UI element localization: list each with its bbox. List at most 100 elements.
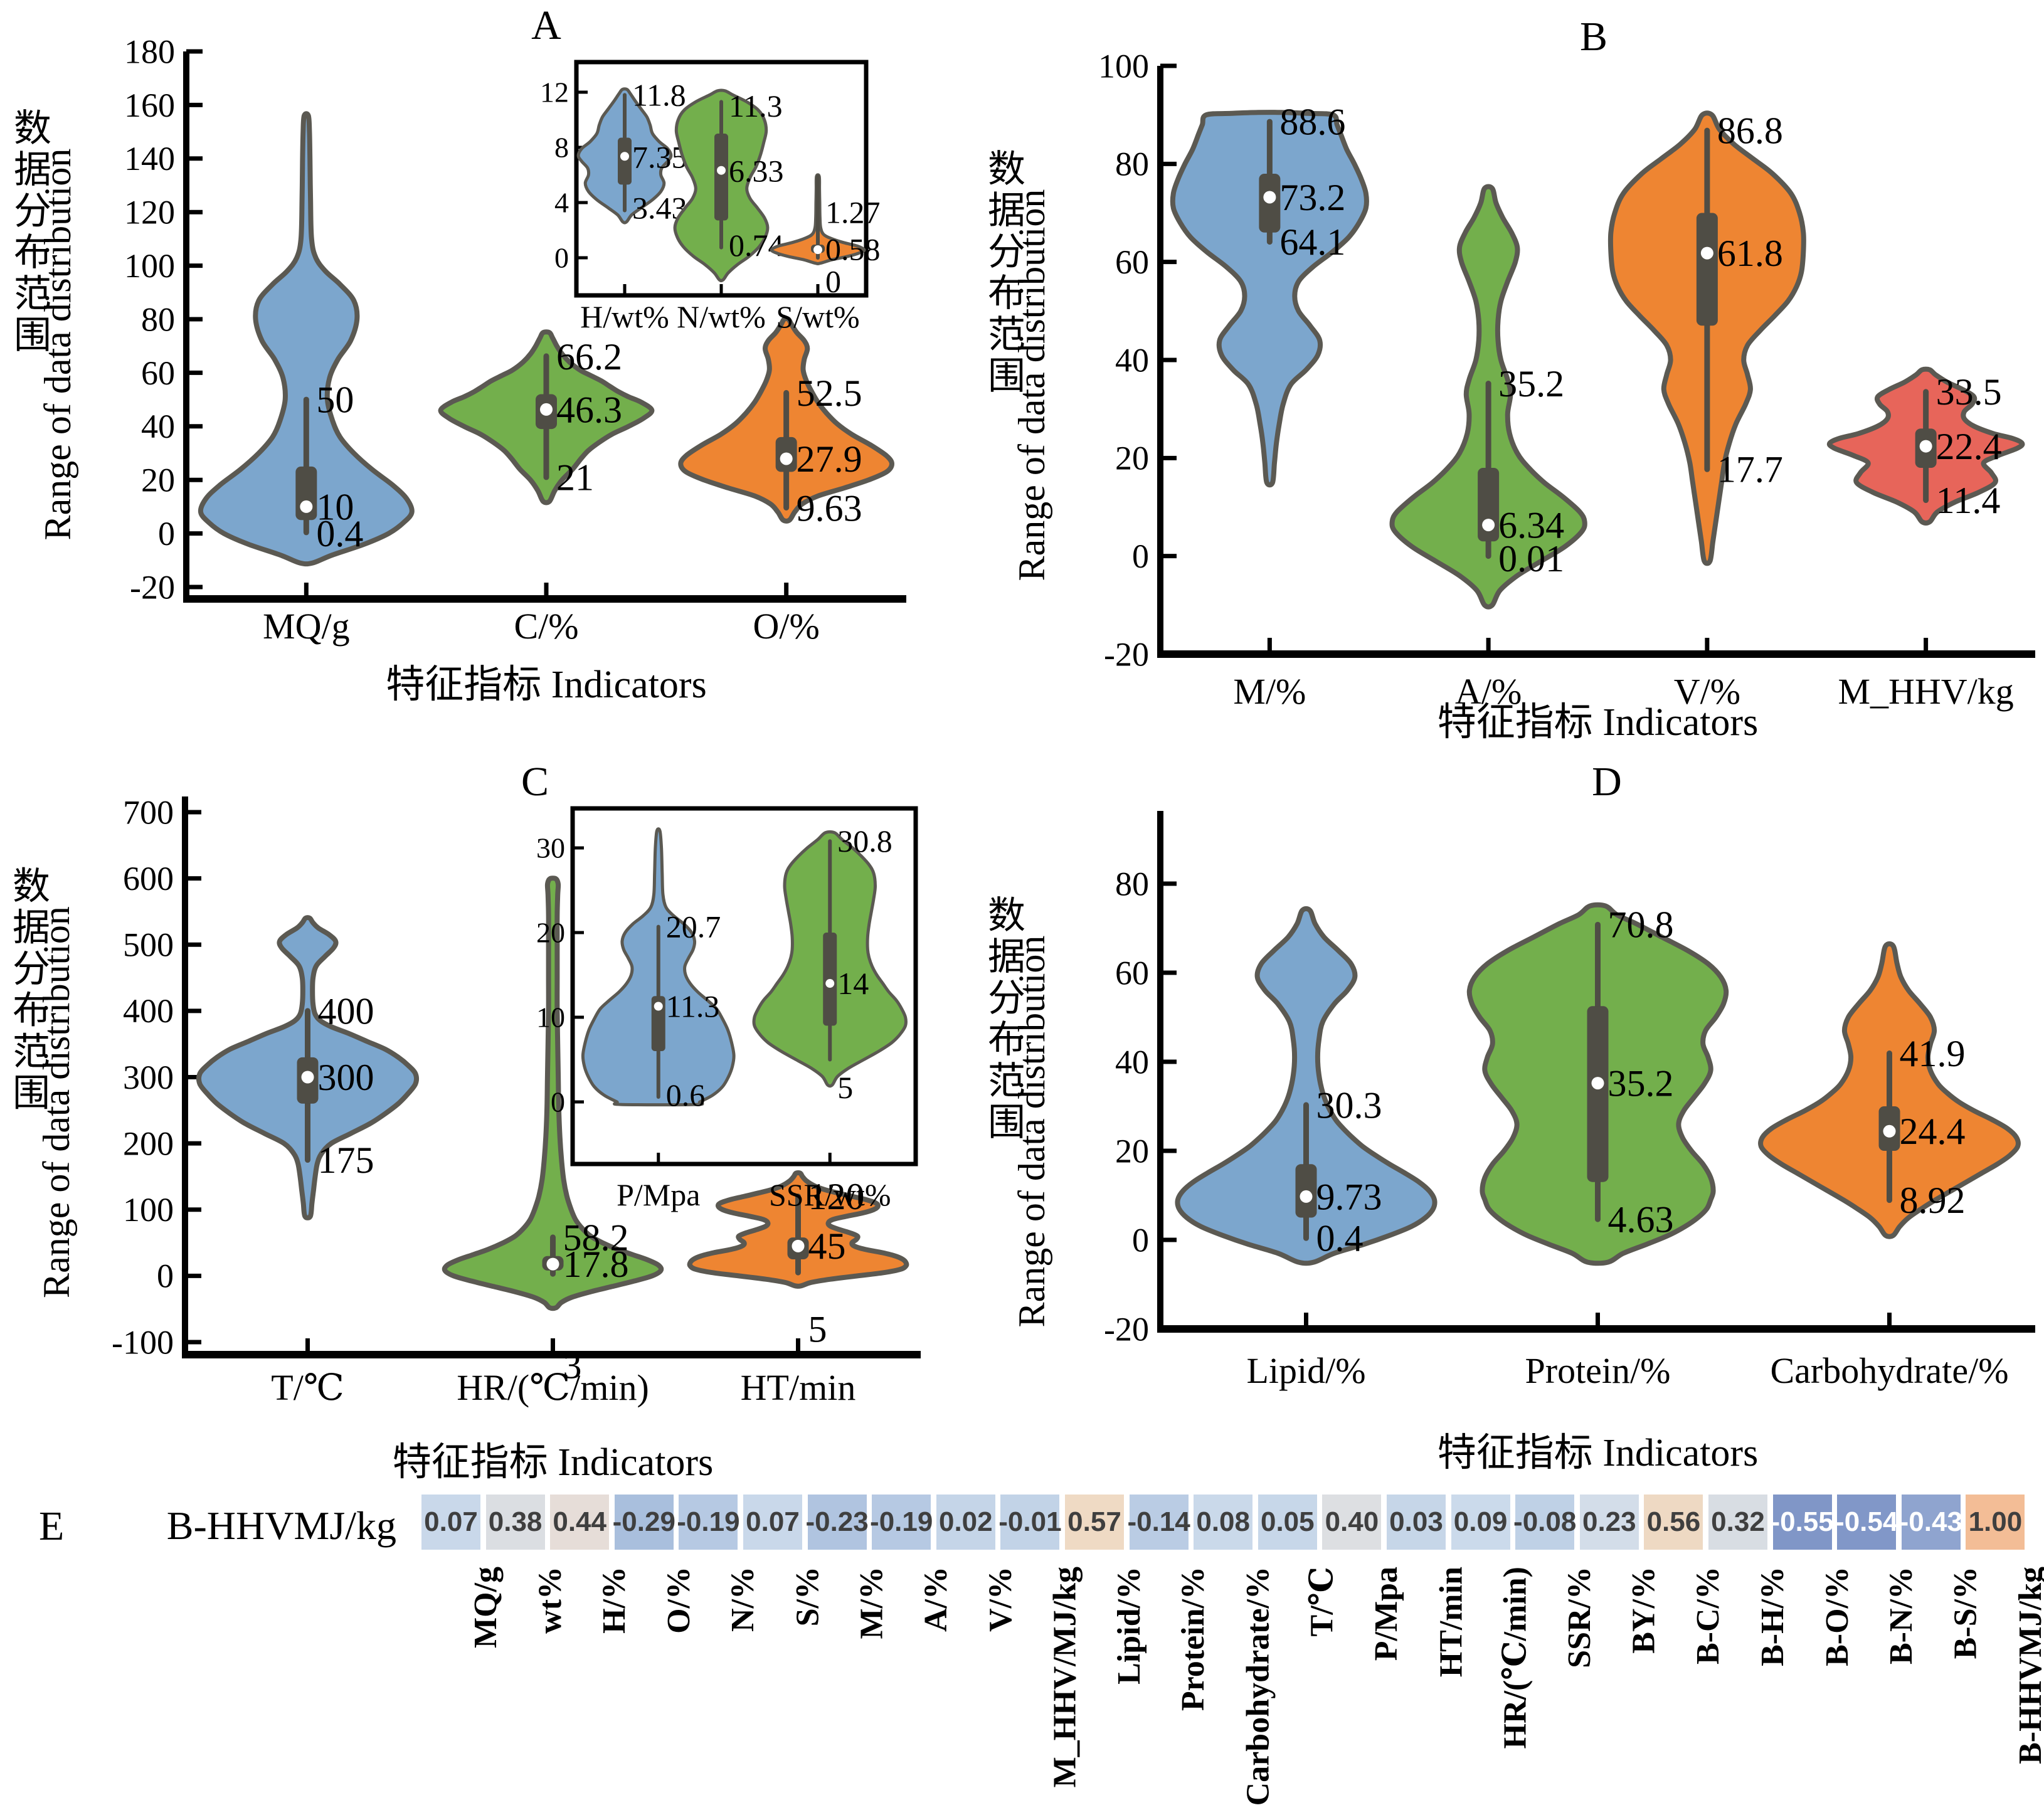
median-dot-V/% [1700,246,1713,260]
heatmap-cell-B-C/%: 0.56 [1644,1495,1703,1550]
x-axis-title: 特征指标 Indicators [386,664,706,706]
heatmap-column-label-M_HHV/MJ/kg: M_HHV/MJ/kg [1047,1567,1083,1788]
y-tick-label: 160 [124,87,175,124]
heatmap-column-label-B-S/%: B-S/% [1947,1567,1984,1659]
annotation-HR/(℃/min): 58.2 [563,1217,629,1259]
heatmap-cell-BY/%: 0.23 [1579,1495,1639,1550]
y-axis-title-cn: 围 [988,1102,1025,1143]
heatmap-value: -0.14 [1127,1506,1190,1537]
heatmap-column-label-HT/min: HT/min [1433,1567,1469,1678]
y-axis-title-en: Range of data distribution [1011,189,1052,581]
category-label-V/%: V/% [1674,671,1740,712]
heatmap-row-label: B-HHVMJ/kg [166,1503,396,1548]
annotation-V/%: 61.8 [1717,233,1783,274]
y-tick-label: 60 [1115,954,1149,992]
heatmap-value: -0.23 [805,1506,869,1537]
annotation-N/wt%: 0.74 [729,228,784,263]
heatmap-value: -0.54 [1835,1506,1898,1537]
annotation-N/wt%: 6.33 [729,153,784,188]
y-axis-title-cn: 范 [988,314,1025,356]
annotation-O/%: 52.5 [797,373,862,414]
y-tick-label: 100 [1098,47,1149,85]
y-axis-title-en: Range of data distribution [36,906,77,1298]
heatmap-column-label-M/%: M/% [854,1567,890,1639]
median-dot-M/% [1263,191,1276,204]
annotation-C/%: 21 [556,457,594,498]
annotation-T/℃: 300 [318,1057,374,1098]
heatmap-cell-wt%: 0.38 [485,1495,545,1550]
y-tick-label: 700 [123,793,174,831]
y-tick-label: 100 [124,247,175,285]
y-axis-title-cn: 数 [988,895,1025,936]
panel-letter-B: B [1580,14,1607,60]
heatmap-cell-T/℃: 0.05 [1258,1495,1317,1550]
median-dot-Lipid/% [1300,1190,1313,1203]
heatmap-value: 0.38 [488,1506,543,1537]
heatmap-cell-O/%: -0.29 [613,1495,675,1550]
y-tick-label: 0 [158,515,175,553]
violin-HR/(℃/min) [442,876,664,1311]
y-tick-label: -100 [112,1323,174,1361]
annotation-T/℃: 175 [318,1140,374,1181]
annotation-O/%: 9.63 [797,487,862,529]
annotation-S/wt%: 0 [825,263,841,299]
annotation-MQ/g: 50 [316,379,354,421]
category-label-M_HHV/kg: M_HHV/kg [1838,671,2013,712]
category-label-H/wt%: H/wt% [580,299,669,334]
heatmap-cell-M_HHV/MJ/kg: -0.01 [998,1495,1062,1550]
y-axis-title-cn: 分 [13,949,50,990]
y-axis-title-cn: 布 [988,1019,1025,1061]
heatmap-cell-Lipid/%: 0.57 [1065,1495,1124,1550]
heatmap-column-label-N/%: N/% [725,1567,761,1632]
category-label-M/%: M/% [1233,671,1306,712]
median-dot-HR/(℃/min) [546,1257,559,1271]
annotation-Protein/%: 4.63 [1608,1199,1674,1241]
panel-letter-D: D [1592,759,1622,805]
annotation-SSR/wt%: 5 [837,1070,853,1105]
y-tick-label: 20 [1115,440,1149,477]
y-tick-label: 20 [1115,1132,1149,1170]
y-axis-title-en: Range of data distribution [1011,936,1052,1328]
y-axis-title-cn: 数 [13,866,50,907]
annotation-MQ/g: 0.4 [316,513,363,554]
y-axis-title-cn: 据 [988,190,1025,231]
annotation-M/%: 88.6 [1279,102,1345,143]
panel-B: -20 0 20 40 60 80 100 M/% 88.6 73.264.1 A/% 35.2 6.3… [988,14,2035,744]
heatmap-column-label-HR/(℃/min): HR/(℃/min) [1497,1567,1533,1749]
y-axis-title-cn: 围 [988,356,1025,397]
y-axis-title-cn: 据 [988,936,1025,978]
category-label-A/%: A/% [1455,671,1522,712]
y-tick-label: 0 [551,1086,565,1118]
heatmap-value: 1.00 [1968,1506,2023,1537]
y-tick-label: 140 [124,140,175,177]
category-label-T/℃: T/℃ [271,1367,344,1408]
y-axis-title-cn: 数 [14,108,51,149]
annotation-Lipid/%: 30.3 [1316,1084,1382,1126]
y-tick-label: -20 [1104,1310,1149,1348]
median-dot-P/Mpa [654,1002,663,1011]
annotation-Lipid/%: 9.73 [1316,1176,1382,1217]
y-tick-label: 60 [141,354,175,392]
y-tick-label: 12 [540,77,569,108]
y-tick-label: 80 [1115,145,1149,183]
annotation-HT/min: 5 [808,1308,827,1350]
annotation-O/%: 27.9 [797,438,862,480]
annotation-A/%: 0.01 [1498,538,1564,579]
heatmap-column-label-BY/%: BY/% [1626,1567,1662,1654]
annotation-Lipid/%: 0.4 [1316,1218,1364,1259]
annotation-Carbohydrate/%: 41.9 [1900,1033,1966,1074]
category-label-Lipid/%: Lipid/% [1246,1350,1365,1391]
y-tick-label: 40 [1115,1043,1149,1081]
heatmap-value: 0.32 [1711,1506,1765,1537]
heatmap-value: -0.08 [1513,1506,1577,1537]
annotation-C/%: 66.2 [556,336,622,378]
heatmap-column-label-O/%: O/% [660,1567,697,1634]
heatmap-value: -0.43 [1899,1506,1962,1537]
heatmap-value: 0.07 [746,1506,800,1537]
iqr-box-H/wt% [618,137,632,185]
heatmap-column-label-Lipid/%: Lipid/% [1111,1567,1147,1685]
x-axis-title: 特征指标 Indicators [393,1441,713,1484]
y-tick-label: -20 [130,568,175,606]
median-dot-T/℃ [301,1071,314,1084]
